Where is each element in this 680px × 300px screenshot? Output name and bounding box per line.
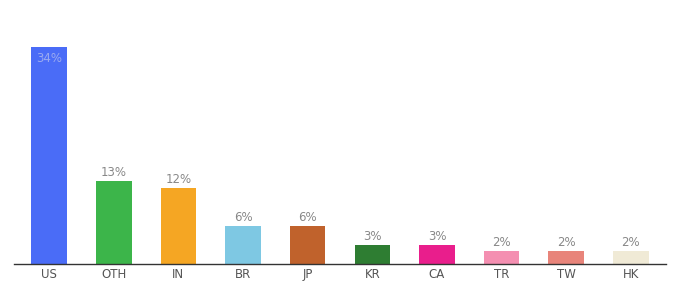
Bar [354, 245, 390, 264]
Bar [290, 226, 326, 264]
Bar [31, 47, 67, 264]
Text: 13%: 13% [101, 166, 126, 179]
Bar [419, 245, 455, 264]
Text: 6%: 6% [234, 211, 252, 224]
Bar [96, 181, 131, 264]
Text: 2%: 2% [557, 236, 575, 249]
Bar [549, 251, 584, 264]
Text: 34%: 34% [36, 52, 62, 65]
Text: 2%: 2% [492, 236, 511, 249]
Bar [613, 251, 649, 264]
Bar [225, 226, 261, 264]
Text: 3%: 3% [363, 230, 381, 243]
Text: 2%: 2% [622, 236, 640, 249]
Text: 12%: 12% [165, 172, 192, 186]
Text: 3%: 3% [428, 230, 446, 243]
Text: 6%: 6% [299, 211, 317, 224]
Bar [483, 251, 520, 264]
Bar [160, 188, 197, 264]
